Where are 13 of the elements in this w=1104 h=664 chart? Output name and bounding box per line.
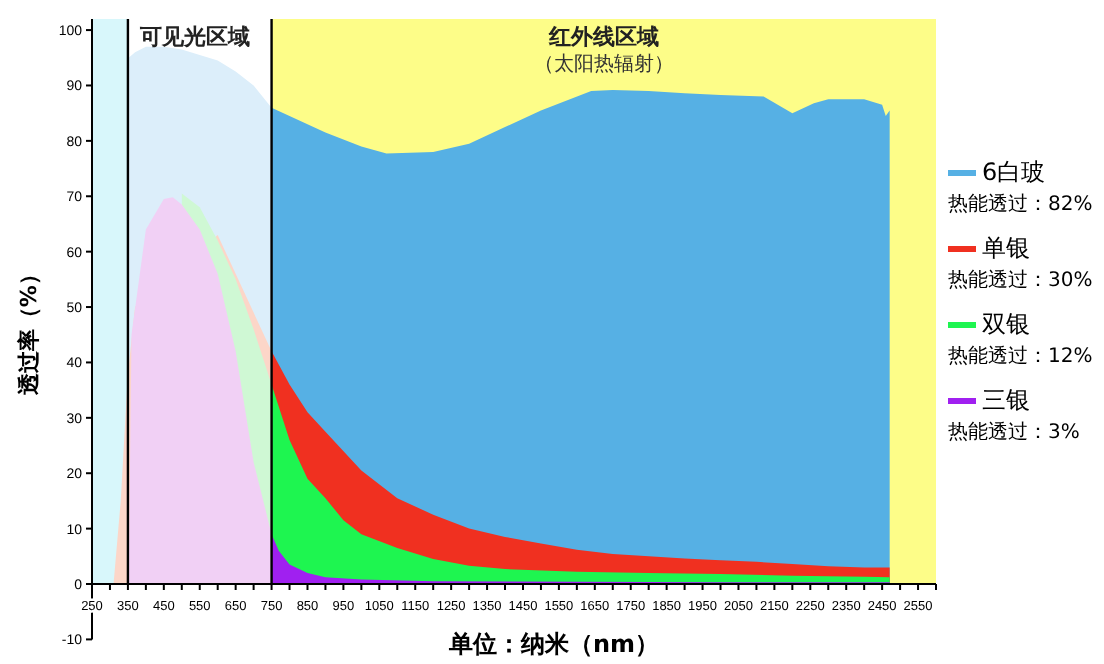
legend-label: 单银 [982, 234, 1030, 262]
x-axis-title: 单位：纳米（nm） [446, 630, 660, 658]
ref-line-label: 可见光区域 [137, 24, 250, 50]
band-label: 红外线区域 [546, 24, 659, 50]
legend-label: 双银 [982, 310, 1030, 338]
text: 热能透过：12% [948, 344, 1093, 368]
y-axis-title: 透过率（%） [16, 263, 42, 398]
annotation: （太阳热辐射） [533, 52, 674, 76]
legend-label: 6白玻 [982, 158, 1046, 186]
text: 热能透过：30% [948, 268, 1093, 292]
text: 热能透过：82% [948, 192, 1093, 216]
text: 热能透过：3% [948, 420, 1080, 444]
legend-label: 三银 [982, 386, 1030, 414]
